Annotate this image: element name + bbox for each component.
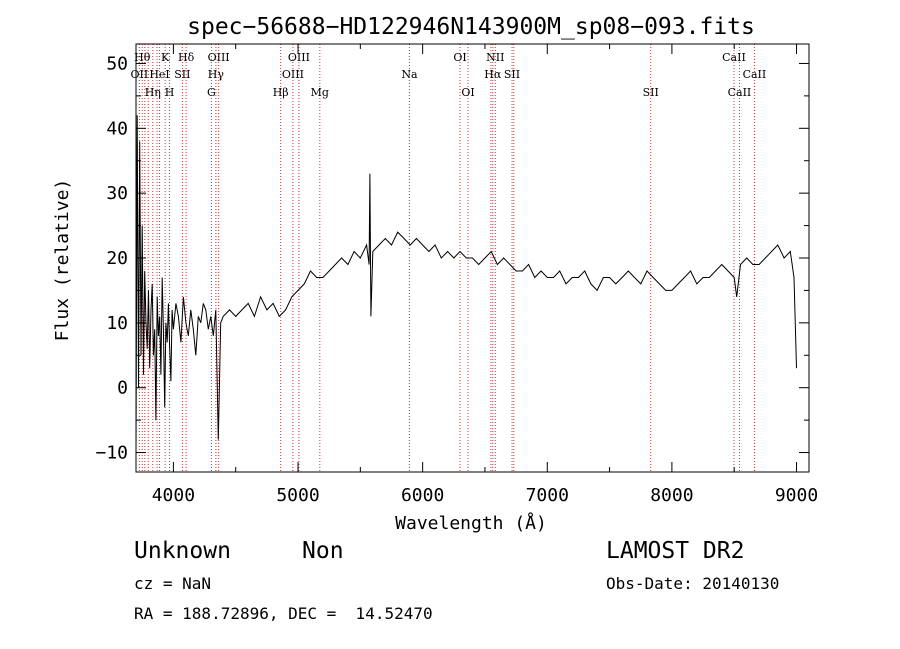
spectral-line-label: OI	[461, 86, 474, 99]
spectral-line-label: Na	[401, 68, 418, 81]
spectral-line-label: K	[161, 51, 170, 64]
spectral-line-label: OI	[453, 51, 466, 64]
spectral-line-label: SII	[174, 68, 190, 81]
y-tick-label: −10	[95, 443, 128, 464]
spectral-line-label: Hη	[145, 86, 161, 99]
x-axis: 4000 5000 6000 7000 8000 9000	[152, 44, 818, 506]
y-tick-label: 0	[117, 378, 128, 399]
y-tick-label: 20	[106, 248, 128, 269]
spectral-line-label: CaII	[728, 86, 752, 99]
spectral-line-label: H	[165, 86, 175, 99]
x-tick-label: 9000	[775, 485, 818, 506]
spectral-line-label: OIII	[288, 51, 310, 64]
x-axis-label: Wavelength (Å)	[395, 512, 547, 534]
y-axis-label: Flux (relative)	[52, 179, 73, 342]
spectral-line-label: OIII	[282, 68, 304, 81]
spectral-line-labels: OII Hθ Hη HeI K H SII Hδ G Hγ OIII Hβ OIII OIII Mg Na OI…	[131, 51, 767, 99]
spectral-line-markers	[138, 44, 755, 472]
spectral-line-label: HeI	[149, 68, 169, 81]
spectral-line-label: Hγ	[208, 68, 225, 81]
spectral-line-label: G	[207, 86, 216, 99]
spectral-line-label: SII	[643, 86, 659, 99]
spectral-line-label: Hα	[484, 68, 502, 81]
spectrum-series-line	[135, 115, 797, 453]
spectral-line-label: OII	[131, 68, 149, 81]
coordinates: RA = 188.72896, DEC = 14.52470	[134, 604, 433, 623]
object-subtype: Non	[302, 538, 344, 564]
y-tick-label: 10	[106, 313, 128, 334]
y-tick-label: 50	[106, 53, 128, 74]
spectral-line-label: Mg	[311, 86, 329, 99]
spectral-line-label: NII	[486, 51, 504, 64]
chart-title: spec−56688−HD122946N143900M_sp08−093.fit…	[187, 14, 755, 40]
spectral-line-label: Hδ	[178, 51, 195, 64]
y-tick-label: 30	[106, 183, 128, 204]
x-tick-label: 4000	[152, 485, 195, 506]
spectral-line-label: SII	[504, 68, 520, 81]
x-tick-label: 6000	[401, 485, 444, 506]
x-tick-label: 5000	[276, 485, 319, 506]
x-tick-label: 8000	[650, 485, 693, 506]
redshift-value: cz = NaN	[134, 574, 212, 593]
spectral-line-label: CaII	[743, 68, 767, 81]
survey-name: LAMOST DR2	[606, 538, 745, 564]
spectral-line-label: CaII	[722, 51, 746, 64]
y-axis: −10 0 10 20 30 40 50	[95, 53, 809, 464]
x-tick-label: 7000	[526, 485, 569, 506]
spectral-line-label: OIII	[208, 51, 230, 64]
y-tick-label: 40	[106, 118, 128, 139]
observation-date: Obs-Date: 20140130	[606, 574, 780, 593]
object-type: Unknown	[134, 538, 231, 564]
spectral-line-label: Hθ	[134, 51, 151, 64]
spectral-line-label: Hβ	[273, 86, 289, 99]
